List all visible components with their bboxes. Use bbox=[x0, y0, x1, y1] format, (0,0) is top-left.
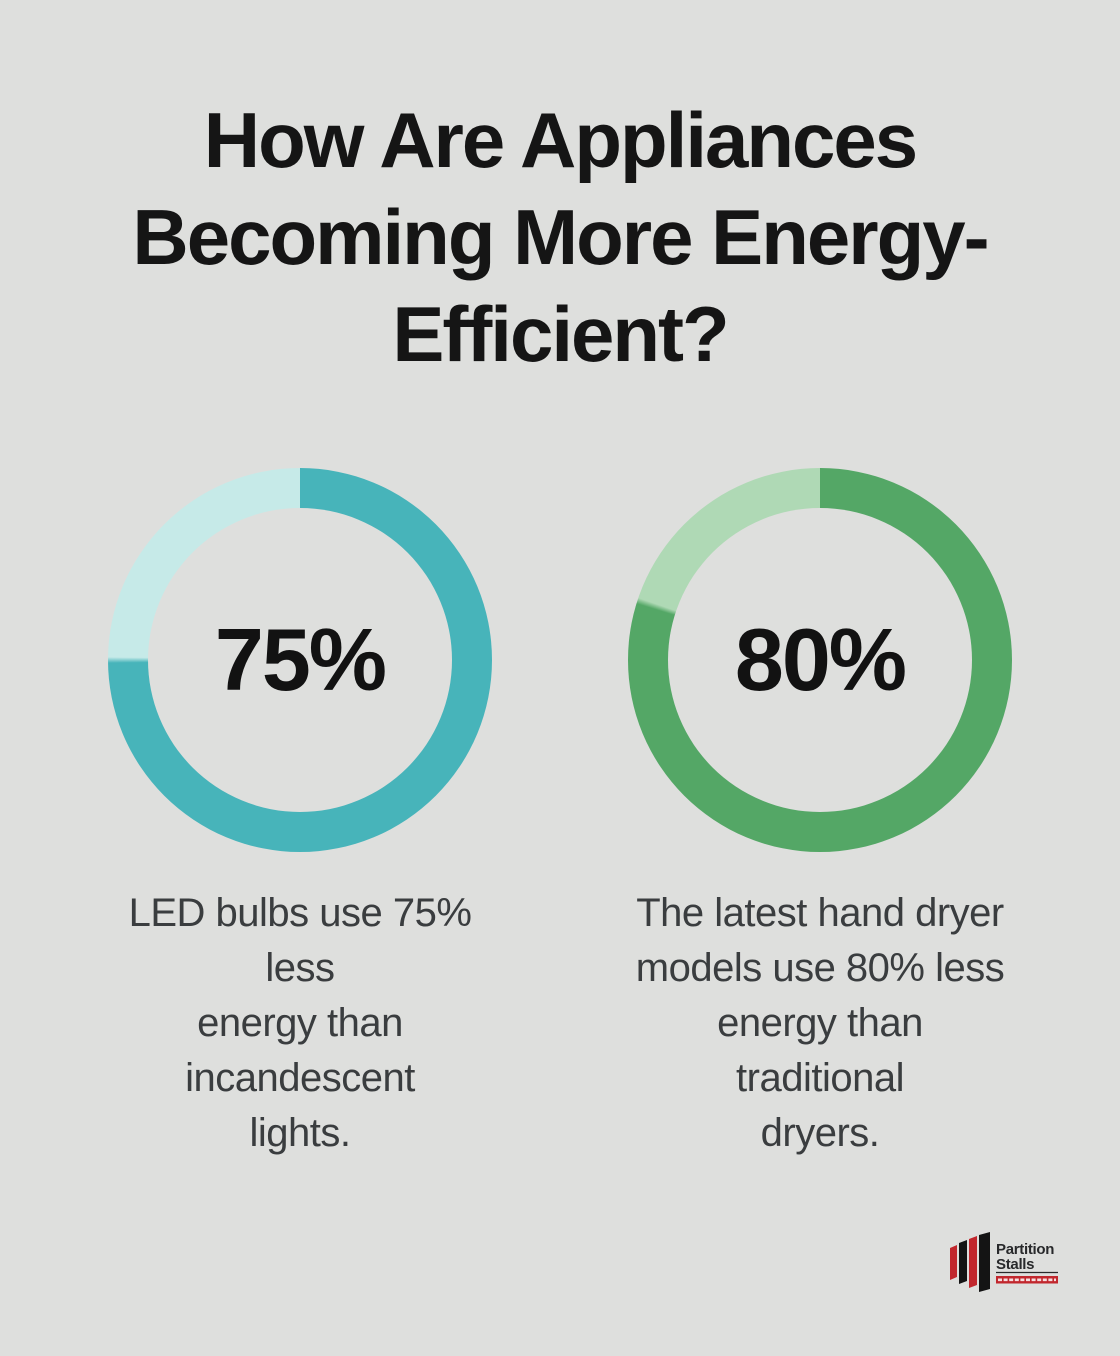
charts-row: 75% LED bulbs use 75% less energy than i… bbox=[0, 468, 1120, 1161]
caption-line: LED bulbs use 75% less bbox=[128, 891, 472, 990]
stat-caption-dryer: The latest hand dryer models use 80% les… bbox=[628, 886, 1012, 1161]
page-title: How Are Appliances Becoming More Energy-… bbox=[0, 0, 1120, 383]
stat-hand-dryer: 80% The latest hand dryer models use 80%… bbox=[628, 468, 1012, 1161]
donut-value-label: 80% bbox=[734, 610, 907, 709]
stat-led-bulbs: 75% LED bulbs use 75% less energy than i… bbox=[108, 468, 492, 1161]
donut-value-label: 75% bbox=[214, 610, 387, 709]
donut-hole bbox=[148, 508, 452, 812]
title-line-3: Efficient? bbox=[392, 290, 729, 378]
caption-line: lights. bbox=[249, 1111, 352, 1155]
logo-name-line-2: Stalls bbox=[996, 1256, 1034, 1273]
logo-name-line-1: Partition bbox=[996, 1241, 1054, 1258]
logo-panels-icon bbox=[950, 1232, 990, 1292]
caption-line: energy than traditional bbox=[717, 1001, 923, 1100]
caption-line: models use 80% less bbox=[635, 946, 1005, 990]
title-line-1: How Are Appliances bbox=[203, 96, 918, 184]
title-line-2: Becoming More Energy- bbox=[132, 193, 989, 281]
caption-line: The latest hand dryer bbox=[636, 891, 1004, 935]
caption-line: energy than incandescent bbox=[185, 1001, 415, 1100]
donut-chart-dryer-80: 80% bbox=[628, 468, 1012, 852]
caption-line: dryers. bbox=[760, 1111, 880, 1155]
donut-hole bbox=[668, 508, 972, 812]
partition-stalls-logo: Partition Stalls bbox=[946, 1230, 1068, 1294]
stat-caption-led: LED bulbs use 75% less energy than incan… bbox=[108, 886, 492, 1161]
donut-chart-led-75: 75% bbox=[108, 468, 492, 852]
